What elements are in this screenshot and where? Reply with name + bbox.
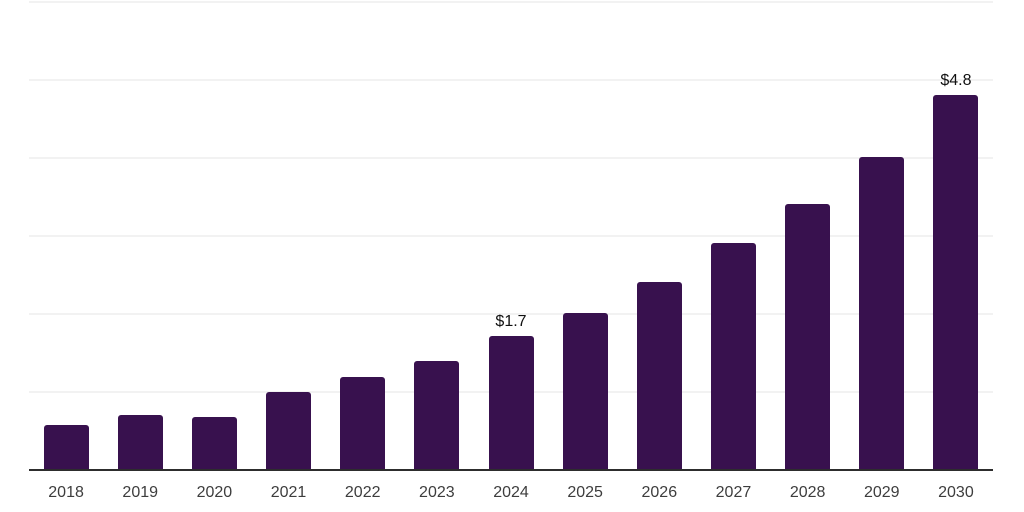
bar-2029 (859, 157, 905, 469)
bar-2019 (117, 415, 163, 469)
bar-2027 (710, 242, 756, 469)
value-label-2024: $1.7 (495, 313, 527, 331)
bar-2023 (414, 360, 460, 469)
x-tick-label-2023: 2023 (419, 484, 455, 501)
gridline-5 (29, 78, 993, 81)
value-label-2030: $4.8 (940, 71, 972, 89)
bar-2021 (266, 391, 312, 469)
x-tick-label-2019: 2019 (122, 484, 159, 501)
x-tick-label-2018: 2018 (48, 484, 84, 501)
x-tick-label-2030: 2030 (938, 484, 974, 501)
gridline-2 (29, 312, 993, 315)
x-tick-label-2021: 2021 (270, 484, 307, 501)
x-tick-label-2029: 2029 (863, 484, 900, 501)
x-axis-line (29, 469, 993, 471)
bar-2025 (562, 313, 608, 469)
bar-2020 (191, 416, 237, 469)
x-tick-label-2028: 2028 (789, 484, 826, 501)
bar-2026 (636, 281, 682, 469)
gridline-6 (29, 0, 993, 3)
x-tick-label-2025: 2025 (567, 484, 603, 501)
gridline-4 (29, 156, 993, 159)
x-tick-label-2024: 2024 (493, 484, 529, 501)
x-tick-label-2027: 2027 (715, 484, 752, 501)
x-tick-label-2026: 2026 (641, 484, 678, 501)
plot-area: $1.7 $4.8 (29, 0, 993, 471)
gridline-3 (29, 234, 993, 237)
bar-2022 (340, 376, 386, 469)
x-tick-label-2022: 2022 (344, 484, 381, 501)
bar-2030 (933, 94, 979, 469)
x-tick-label-2020: 2020 (196, 484, 233, 501)
bar-2028 (785, 203, 831, 469)
bar-2024 (488, 336, 534, 469)
bar-2018 (43, 424, 89, 469)
